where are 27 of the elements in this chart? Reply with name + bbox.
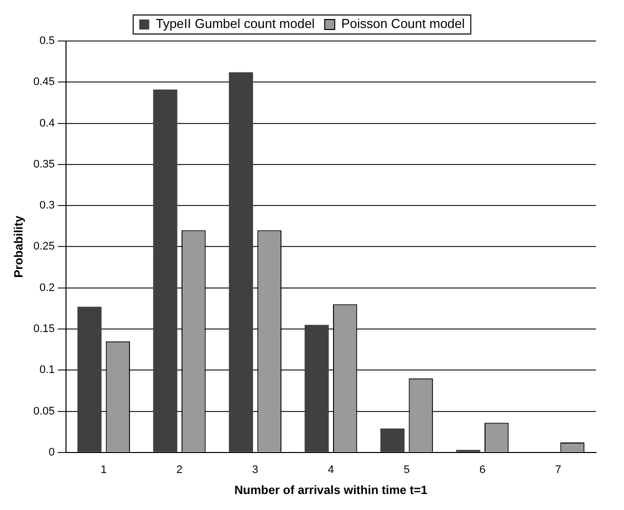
bar <box>77 306 102 452</box>
x-tick-label: 5 <box>404 464 410 476</box>
bar <box>153 90 178 452</box>
y-tick-label: 0.45 <box>33 76 55 88</box>
x-tick-label: 3 <box>252 464 258 476</box>
y-tick-label: 0.3 <box>40 200 55 212</box>
bar <box>304 324 329 452</box>
y-tick-label: 0.1 <box>40 364 55 376</box>
legend-label: TypeII Gumbel count model <box>156 16 315 32</box>
legend-label: Poisson Count model <box>341 16 465 32</box>
bar <box>228 72 254 452</box>
y-tick-label: 0.4 <box>40 117 55 130</box>
y-tick-label: 0.2 <box>40 282 55 294</box>
y-tick-label: 0.5 <box>40 35 55 48</box>
x-tick-label: 1 <box>100 464 107 476</box>
y-tick-label: 0.05 <box>33 405 55 418</box>
x-tick-label: 7 <box>555 464 562 476</box>
x-tick-label: 2 <box>176 464 182 476</box>
x-tick-label: 6 <box>479 464 486 476</box>
y-tick-label: 0.35 <box>33 158 55 170</box>
y-tick-label: 0.15 <box>33 323 55 336</box>
x-axis-title: Number of arrivals within time t=1 <box>234 483 428 498</box>
x-tick-label: 4 <box>328 464 334 476</box>
bar <box>380 428 405 452</box>
y-axis-title: Probability <box>12 215 26 278</box>
y-tick-label: 0 <box>48 446 55 458</box>
y-tick-label: 0.25 <box>33 240 55 253</box>
